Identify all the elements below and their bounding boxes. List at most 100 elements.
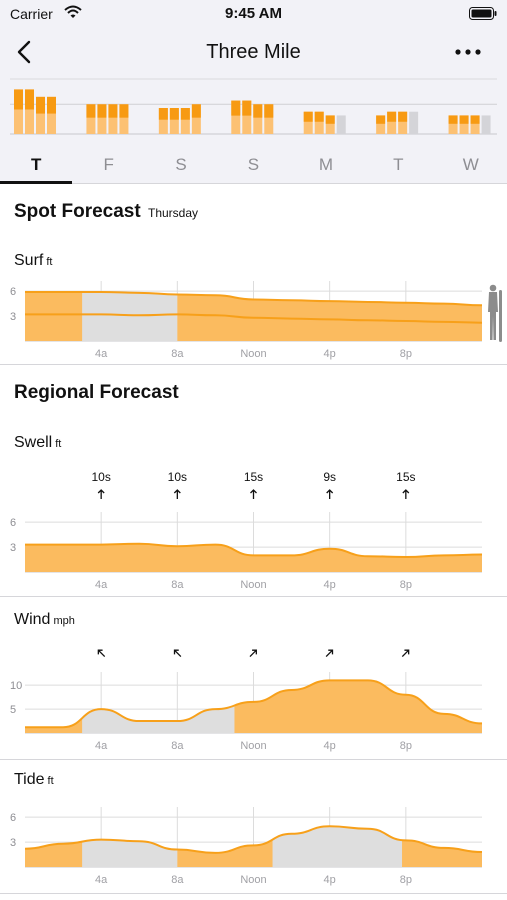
surf-bar-top bbox=[119, 104, 129, 118]
nav-bar: Three Mile bbox=[0, 28, 507, 78]
time-label: Noon bbox=[240, 874, 266, 886]
swell-chart: 6 3 4a 8a Noon 4p 8p 10s 10s 15s 9s 15s bbox=[10, 470, 483, 591]
time-label: 4a bbox=[95, 874, 108, 886]
time-label: 8a bbox=[171, 348, 184, 360]
arrow-path bbox=[97, 489, 105, 499]
time-label: 4p bbox=[324, 740, 336, 752]
divider bbox=[0, 893, 507, 894]
surf-bar bbox=[97, 104, 107, 134]
time-label: 8a bbox=[171, 740, 184, 752]
divider bbox=[0, 364, 507, 365]
series-line bbox=[24, 825, 483, 854]
wind-direction-arrow-icon bbox=[325, 649, 334, 657]
night-shading bbox=[82, 680, 235, 733]
arrow-path bbox=[326, 489, 334, 499]
y-tick-label: 10 bbox=[10, 680, 22, 692]
wind-label-text: Wind bbox=[14, 611, 51, 628]
arrow-path bbox=[249, 649, 257, 657]
surf-bar-top bbox=[97, 104, 107, 118]
swell-period-label: 15s bbox=[396, 470, 415, 484]
time-label: 4a bbox=[95, 740, 108, 752]
surf-bar-top bbox=[459, 115, 469, 124]
surf-bar-top bbox=[47, 96, 56, 114]
clock: 9:45 AM bbox=[225, 5, 282, 22]
surf-bar bbox=[25, 89, 34, 134]
surf-bar bbox=[303, 111, 313, 134]
surf-bar bbox=[158, 108, 168, 134]
divider bbox=[0, 596, 507, 597]
back-chevron-icon[interactable] bbox=[14, 38, 36, 66]
arrow-path bbox=[173, 649, 182, 657]
arrow-path bbox=[173, 489, 181, 499]
y-tick-label: 6 bbox=[10, 286, 16, 298]
surf-chart: 6 3 4a 8a Noon 4p 8p bbox=[10, 281, 502, 360]
y-tick-label: 6 bbox=[10, 517, 16, 529]
surf-max-line bbox=[24, 290, 483, 307]
wind-direction-arrow-icon bbox=[249, 649, 257, 657]
surf-bar bbox=[86, 104, 96, 134]
surf-bar bbox=[398, 111, 408, 134]
y-tick-label: 3 bbox=[10, 311, 16, 323]
surf-label: Surf ft bbox=[14, 252, 52, 270]
surf-bar bbox=[409, 111, 419, 134]
arrow-path bbox=[250, 489, 257, 499]
surf-bar bbox=[325, 115, 335, 134]
y-tick-label: 6 bbox=[10, 812, 16, 824]
surf-label-text: Surf bbox=[14, 252, 44, 269]
surf-unit: ft bbox=[46, 256, 53, 268]
surf-bar-top bbox=[314, 111, 324, 122]
time-label: 4a bbox=[95, 579, 108, 591]
surf-bar bbox=[108, 104, 118, 134]
surf-bar-top bbox=[231, 100, 241, 116]
surfer-figure-icon bbox=[488, 284, 502, 342]
tab-day-3[interactable]: S bbox=[247, 155, 260, 174]
surf-bar-top bbox=[376, 115, 386, 124]
y-tick-label: 3 bbox=[10, 542, 16, 554]
tide-label: Tide ft bbox=[14, 771, 54, 789]
spot-forecast-title: Spot Forecast Thursday bbox=[14, 201, 198, 223]
tab-day-2[interactable]: S bbox=[175, 155, 187, 174]
tab-day-6[interactable]: W bbox=[462, 155, 479, 174]
tab-day-1[interactable]: F bbox=[103, 155, 114, 174]
time-label: Noon bbox=[240, 348, 266, 360]
time-label: 4a bbox=[95, 348, 108, 360]
more-options-icon[interactable] bbox=[453, 42, 483, 62]
swell-label: Swell ft bbox=[14, 434, 61, 452]
time-label: 8p bbox=[400, 579, 412, 591]
wind-direction-arrow-icon bbox=[173, 649, 182, 657]
time-label: 8p bbox=[400, 874, 412, 886]
surf-bar-top bbox=[242, 100, 252, 116]
surf-bar-top bbox=[470, 115, 480, 124]
time-label: 4p bbox=[324, 579, 336, 591]
night-shading bbox=[82, 826, 178, 867]
series-line bbox=[25, 542, 483, 559]
surf-bar-top bbox=[253, 104, 263, 118]
surf-bar-top bbox=[191, 104, 201, 118]
tab-day-4[interactable]: M bbox=[318, 155, 333, 174]
swell-period-label: 15s bbox=[244, 470, 263, 484]
page-title: Three Mile bbox=[206, 41, 301, 63]
surf-bar-top bbox=[303, 111, 313, 122]
surf-bar bbox=[242, 100, 252, 134]
surf-bar bbox=[253, 104, 263, 134]
surf-bar bbox=[231, 100, 241, 134]
arrow-path bbox=[401, 649, 410, 657]
tab-day-0[interactable]: T bbox=[0, 148, 73, 184]
swell-label-text: Swell bbox=[14, 434, 53, 451]
wind-chart: 10 5 4a 8a Noon 4p 8p bbox=[10, 649, 483, 752]
tab-day-5[interactable]: T bbox=[393, 155, 404, 174]
surf-bar bbox=[264, 104, 274, 134]
swell-unit: ft bbox=[55, 438, 62, 450]
swell-direction-arrow-icon bbox=[173, 489, 181, 499]
series-line bbox=[25, 679, 483, 729]
surf-bar-top bbox=[86, 104, 96, 118]
surf-bar-top bbox=[448, 115, 458, 124]
surf-bar bbox=[314, 111, 324, 134]
surf-bar bbox=[470, 115, 480, 134]
time-label: 4p bbox=[324, 874, 336, 886]
wind-label: Wind mph bbox=[14, 611, 75, 629]
wind-unit: mph bbox=[53, 615, 75, 627]
surf-bar-top bbox=[169, 108, 179, 120]
